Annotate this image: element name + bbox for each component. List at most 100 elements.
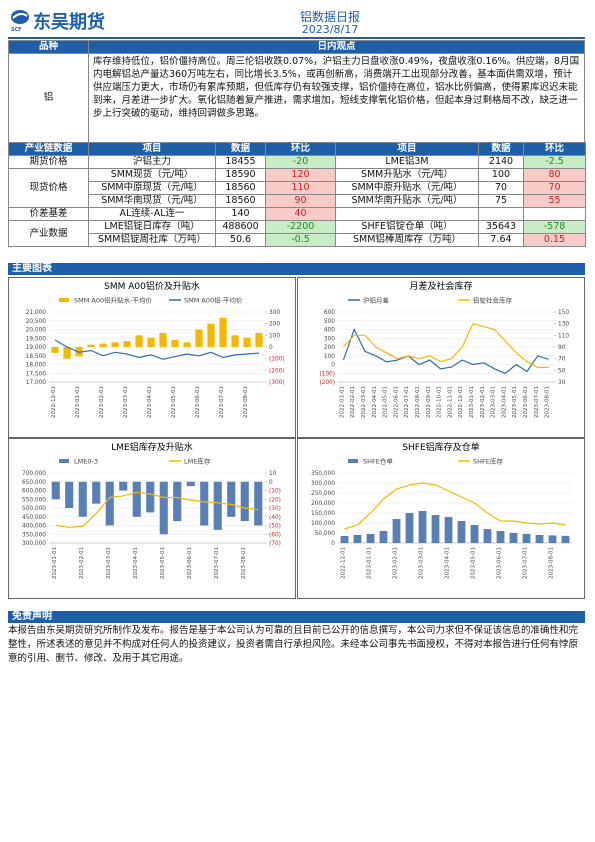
y-tick-label: 200,000 xyxy=(311,501,335,507)
y-tick-label: 300,000 xyxy=(22,541,46,547)
y-tick-label: 350,000 xyxy=(22,532,46,538)
x-tick-label: 2023-08-01 xyxy=(241,547,247,579)
item-cell: 沪铝主力 xyxy=(88,155,216,169)
group-cell: 现货价格 xyxy=(8,168,89,208)
change-cell: -0.5 xyxy=(265,233,336,247)
y-tick-label: 100,000 xyxy=(311,521,335,527)
bar xyxy=(227,481,236,517)
x-tick-label: 2022-01-01 xyxy=(339,386,345,418)
change-cell: -2.5 xyxy=(523,155,586,169)
header-cell: 项目 xyxy=(88,142,216,156)
value-cell: 140 xyxy=(215,207,266,221)
change-cell: -20 xyxy=(265,155,336,169)
bar xyxy=(147,337,155,347)
legend-label: 铝锭社会库存 xyxy=(473,296,513,305)
value-cell: 35643 xyxy=(478,220,524,234)
y2-tick-label: 110 xyxy=(558,333,569,339)
group-cell: 价差基差 xyxy=(8,207,89,221)
bar xyxy=(111,342,119,347)
group-cell: 产业数据 xyxy=(8,220,89,247)
x-tick-label: 2022-02-01 xyxy=(350,386,356,418)
bar xyxy=(243,337,251,347)
bar xyxy=(366,534,375,543)
y-tick-label: 350,000 xyxy=(311,471,335,477)
x-tick-label: 2023-03-01 xyxy=(491,386,497,418)
bar xyxy=(219,317,227,347)
bar xyxy=(522,534,531,543)
bar xyxy=(340,536,349,543)
x-tick-label: 2023-05-01 xyxy=(160,547,166,579)
x-tick-label: 2022-12-01 xyxy=(341,547,347,579)
y-tick-label: 0 xyxy=(331,541,335,547)
date: 2023/8/17 xyxy=(301,23,359,36)
item-cell: SMM铝棒周库存（万吨） xyxy=(335,233,479,247)
legend-swatch xyxy=(348,459,358,463)
chart-title: SMM A00铝价及升贴水 xyxy=(104,280,200,292)
empty-cell xyxy=(335,207,479,221)
bar xyxy=(392,519,401,543)
change-cell: 110 xyxy=(265,181,336,195)
chart-title: 月差及社会库存 xyxy=(409,280,472,292)
change-cell: 0.15 xyxy=(523,233,586,247)
group-cell: 期货价格 xyxy=(8,155,89,169)
x-tick-label: 2023-02-01 xyxy=(79,547,85,579)
y-tick-label: 700,000 xyxy=(22,471,46,477)
bar xyxy=(431,515,440,543)
bar xyxy=(186,481,195,487)
y2-tick-label: 0 xyxy=(269,345,273,351)
section-bar: 主要图表 xyxy=(8,263,585,275)
x-tick-label: 2023-08-01 xyxy=(549,547,555,579)
y-tick-label: 300,000 xyxy=(311,481,335,487)
bar xyxy=(51,481,60,500)
bar xyxy=(135,335,143,347)
legend-label: LME0-3 xyxy=(74,458,98,466)
value-cell: 18560 xyxy=(215,181,266,195)
item-cell: AL连续-AL连一 xyxy=(88,207,216,221)
logo-icon xyxy=(11,10,29,24)
x-tick-label: 2023-01-01 xyxy=(52,547,58,579)
bar xyxy=(99,343,107,347)
y-tick-label: 600,000 xyxy=(22,489,46,495)
header-cell: 产业链数据 xyxy=(8,142,89,156)
legend-swatch xyxy=(59,459,69,463)
line xyxy=(342,322,549,368)
bar xyxy=(92,481,101,504)
x-tick-label: 2022-09-01 xyxy=(426,386,432,418)
bar xyxy=(119,481,128,491)
item-cell: SMM中原升贴水（元/吨） xyxy=(335,181,479,195)
disclaimer-text: 本报告由东吴期货研究所制作及发布。报告是基于本公司认为可靠的且目前已公开的信息撰… xyxy=(8,625,579,664)
empty-cell xyxy=(523,207,586,221)
item-cell: LME铝3M xyxy=(335,155,479,169)
change-cell: 40 xyxy=(265,207,336,221)
bar xyxy=(213,481,222,530)
x-tick-label: 2023-06-01 xyxy=(523,386,529,418)
y2-tick-label: 300 xyxy=(269,310,280,316)
bar xyxy=(240,481,249,522)
x-tick-label: 2023-01-01 xyxy=(469,386,475,418)
y-tick-label: 50,000 xyxy=(315,531,336,537)
y-tick-label: 600 xyxy=(324,310,335,316)
x-tick-label: 2023-01-01 xyxy=(75,386,81,418)
y2-tick-label: (50) xyxy=(269,524,281,530)
header-cell: 品种 xyxy=(8,40,89,54)
value-cell: 100 xyxy=(478,168,524,182)
bar xyxy=(171,340,179,347)
bar xyxy=(255,333,263,347)
y2-tick-label: (100) xyxy=(269,357,285,363)
y-tick-label: 150,000 xyxy=(311,511,335,517)
bar xyxy=(457,521,466,543)
view-text: 库存维持低位，铝价僵持高位。周三伦铝收跌0.07%，沪铝主力日盘收涨0.49%，… xyxy=(88,53,585,143)
y2-tick-label: (40) xyxy=(269,515,281,521)
bar xyxy=(231,335,239,347)
y2-tick-label: 150 xyxy=(558,310,569,316)
y2-tick-label: 30 xyxy=(558,380,566,386)
y-tick-label: 20,000 xyxy=(26,328,47,334)
x-tick-label: 2023-02-01 xyxy=(393,547,399,579)
bar xyxy=(418,511,427,543)
x-tick-label: 2023-04-01 xyxy=(445,547,451,579)
y2-tick-label: 100 xyxy=(269,333,280,339)
y2-tick-label: 70 xyxy=(558,357,566,363)
value-cell: 2140 xyxy=(478,155,524,169)
chart-panel: LME铝库存及升贴水 LME0-3 LME库存 300,000 350,000 400,0… xyxy=(8,438,296,599)
